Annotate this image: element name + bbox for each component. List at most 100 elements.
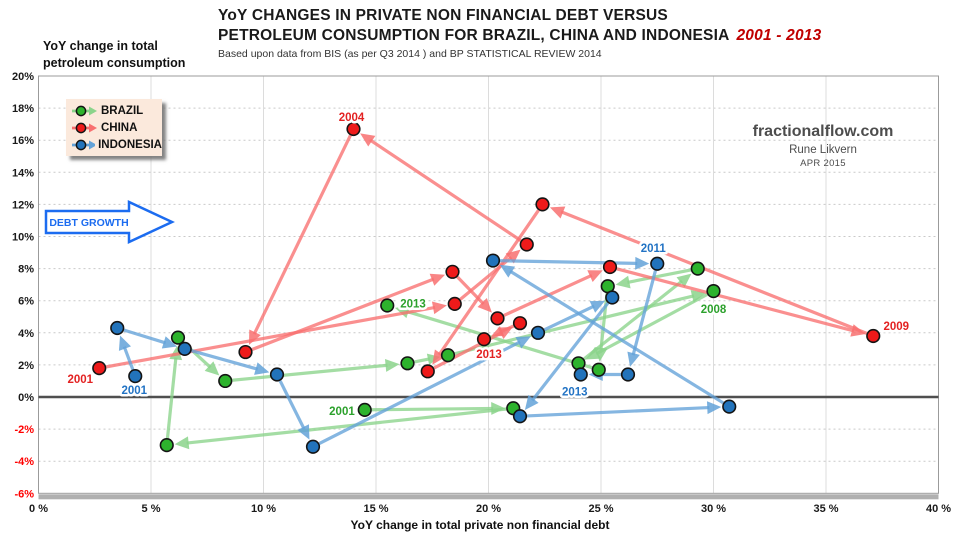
- x-tick-label: 35 %: [813, 503, 838, 515]
- path-segment: [631, 270, 658, 356]
- year-label-china-2001: 2001: [67, 374, 93, 386]
- year-label-brazil-2013: 2013: [400, 299, 426, 311]
- path-segment: [251, 277, 435, 352]
- legend: BRAZIL CHINA INDONESIA: [66, 99, 162, 156]
- y-tick-label: 6%: [18, 296, 34, 308]
- arrowhead: [587, 270, 603, 282]
- data-point-china-2004: [346, 121, 361, 137]
- legend-label: BRAZIL: [101, 104, 144, 117]
- year-label-china-2013: 2013: [476, 349, 502, 361]
- y-tick-label: 2%: [18, 360, 34, 372]
- y-axis-title-line1: YoY change in total: [43, 39, 158, 53]
- y-tick-label: -4%: [14, 456, 34, 468]
- path-segment: [616, 267, 855, 333]
- arrowhead: [676, 273, 692, 288]
- legend-marker-icon: [72, 105, 97, 116]
- arrowhead: [360, 133, 376, 147]
- legend-marker-icon: [72, 139, 96, 150]
- arrowhead: [690, 289, 706, 303]
- data-point-china-2007: [490, 311, 505, 326]
- data-point-brazil-2008: [706, 283, 721, 299]
- data-point-brazil-2013: [380, 298, 395, 313]
- y-tick-label: 4%: [18, 328, 34, 340]
- arrowhead: [384, 359, 400, 372]
- path-segment: [191, 349, 259, 371]
- data-point-china-2001: [92, 361, 107, 376]
- arrowhead: [589, 300, 606, 313]
- year-label-indonesia-2001: 2001: [121, 385, 147, 397]
- y-axis-title: YoY change in total petroleum consumptio…: [43, 38, 185, 72]
- data-point-brazil-2006: [400, 356, 415, 371]
- x-tick-label: 0 %: [29, 503, 48, 515]
- x-tick-label: 15 %: [363, 503, 388, 515]
- arrowhead: [161, 336, 178, 349]
- arrowhead: [627, 351, 640, 367]
- path-segment: [232, 363, 388, 382]
- data-point-china-2009: [866, 328, 881, 344]
- legend-item-china: CHINA: [71, 120, 162, 136]
- path-segment: [414, 357, 431, 364]
- data-point-china-2010: [535, 197, 550, 212]
- path-segment: [437, 209, 540, 356]
- data-point-china-2003: [519, 237, 534, 252]
- path-segment: [509, 269, 725, 405]
- legend-label: INDONESIA: [98, 138, 162, 151]
- path-segment: [405, 309, 593, 370]
- data-point-indonesia-2013: [573, 367, 588, 382]
- arrowhead: [615, 275, 631, 289]
- chart-title-line2: PETROLEUM CONSUMPTION FOR BRAZIL, CHINA …: [218, 26, 948, 46]
- data-point-brazil-2005: [218, 373, 233, 389]
- arrowhead: [594, 347, 608, 362]
- arrowhead: [549, 206, 566, 219]
- y-tick-label: 0%: [18, 392, 34, 404]
- series-markers-china: [92, 121, 881, 379]
- legend-item-brazil: BRAZIL: [71, 103, 162, 119]
- x-tick-label: 5 %: [142, 503, 161, 515]
- arrowhead: [635, 256, 650, 270]
- year-label-brazil-2008: 2008: [701, 304, 727, 316]
- data-point-china-2006: [445, 264, 460, 279]
- data-point-indonesia-2004: [269, 367, 285, 382]
- data-point-indonesia-2002: [110, 320, 125, 336]
- path-segment: [318, 340, 521, 446]
- path-segment: [454, 294, 695, 356]
- series-markers-brazil: [159, 261, 721, 453]
- path-segment: [599, 293, 609, 351]
- watermark: fractionalflow.com Rune Likvern APR 2015: [713, 123, 933, 169]
- path-segment: [105, 305, 436, 369]
- data-point-indonesia-2003: [177, 341, 192, 356]
- watermark-site: fractionalflow.com: [752, 123, 894, 140]
- data-point-china-2011: [420, 364, 435, 379]
- chart-subtitle: Based upon data from BIS (as per Q3 2014…: [218, 47, 602, 60]
- arrowhead: [431, 301, 447, 315]
- data-point-brazil-2001: [357, 402, 372, 417]
- path-segment: [186, 407, 507, 445]
- data-point-brazil-2010: [690, 261, 705, 276]
- arrowhead: [174, 436, 190, 450]
- chart-title-line1: YoY CHANGES IN PRIVATE NON FINANCIAL DEB…: [218, 7, 668, 24]
- y-tick-label: -2%: [14, 424, 34, 436]
- data-point-china-2005: [238, 344, 253, 360]
- watermark-author: Rune Likvern: [789, 144, 857, 156]
- path-segment: [252, 134, 352, 335]
- path-segment: [499, 259, 638, 265]
- y-tick-label: 10%: [12, 232, 34, 244]
- path-segment: [122, 346, 135, 371]
- arrowhead: [297, 424, 310, 440]
- arrowhead: [491, 326, 505, 337]
- data-point-china-2012: [512, 316, 528, 331]
- data-point-brazil-2012: [591, 362, 606, 377]
- x-axis-title: YoY change in total private non financia…: [350, 518, 610, 532]
- data-point-indonesia-2005: [305, 439, 321, 454]
- data-point-indonesia-2008: [512, 409, 528, 424]
- y-tick-label: 8%: [18, 264, 34, 276]
- path-segment: [595, 292, 709, 356]
- x-tick-label: 20 %: [476, 503, 501, 515]
- year-label-china-2004: 2004: [339, 112, 365, 124]
- arrowhead: [706, 401, 722, 415]
- x-tick-label: 25 %: [588, 503, 613, 515]
- data-point-indonesia-2012: [620, 367, 636, 382]
- plot-bottom-strip: [38, 494, 939, 500]
- year-label-indonesia-2011: 2011: [641, 243, 667, 255]
